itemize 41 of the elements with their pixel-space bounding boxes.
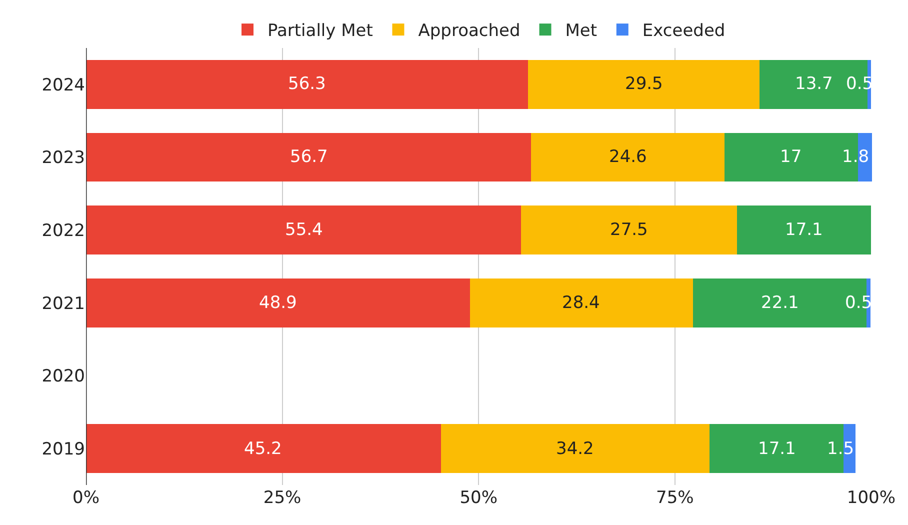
data-label: 45.2 [244, 439, 282, 459]
bar [86, 206, 522, 254]
bar [86, 424, 441, 473]
x-tick-label: 50% [460, 488, 498, 508]
data-label: 22.1 [761, 293, 799, 313]
data-label: 34.2 [556, 439, 594, 459]
data-label: 17.1 [785, 220, 823, 240]
data-label: 48.9 [259, 293, 297, 313]
y-tick-label: 2019 [42, 440, 85, 460]
y-tick-label: 2022 [42, 221, 85, 242]
x-tick-label: 100% [846, 488, 896, 508]
bar [440, 424, 710, 473]
data-label: 27.5 [610, 220, 648, 240]
x-tick-label: 25% [263, 488, 302, 508]
data-label: 24.6 [609, 147, 647, 167]
bar [531, 132, 724, 182]
x-tick-label: 75% [656, 488, 694, 508]
data-label: 28.4 [562, 293, 600, 313]
data-label: 56.3 [288, 74, 326, 94]
bar [86, 60, 528, 109]
y-tick-label: 2020 [42, 366, 85, 387]
data-label: 56.7 [290, 147, 328, 167]
data-label: 55.4 [285, 220, 323, 240]
y-tick-label: 2023 [42, 148, 85, 168]
legend-label: Approached [418, 21, 520, 42]
bar [86, 132, 532, 182]
x-tick-label: 0% [72, 488, 100, 508]
data-label: 17.1 [758, 439, 796, 459]
bar [86, 278, 470, 328]
data-label: 13.7 [795, 74, 833, 94]
bar [521, 206, 737, 254]
legend-label: Met [565, 21, 598, 42]
y-tick-label: 2024 [42, 75, 85, 96]
data-label: 17 [780, 147, 802, 167]
data-label: 29.5 [625, 74, 663, 94]
bar [736, 206, 872, 254]
legend-label: Partially Met [268, 21, 374, 42]
bar [470, 278, 693, 328]
bar [528, 60, 760, 109]
legend-label: Exceeded [642, 21, 726, 42]
y-tick-label: 2021 [42, 294, 85, 314]
